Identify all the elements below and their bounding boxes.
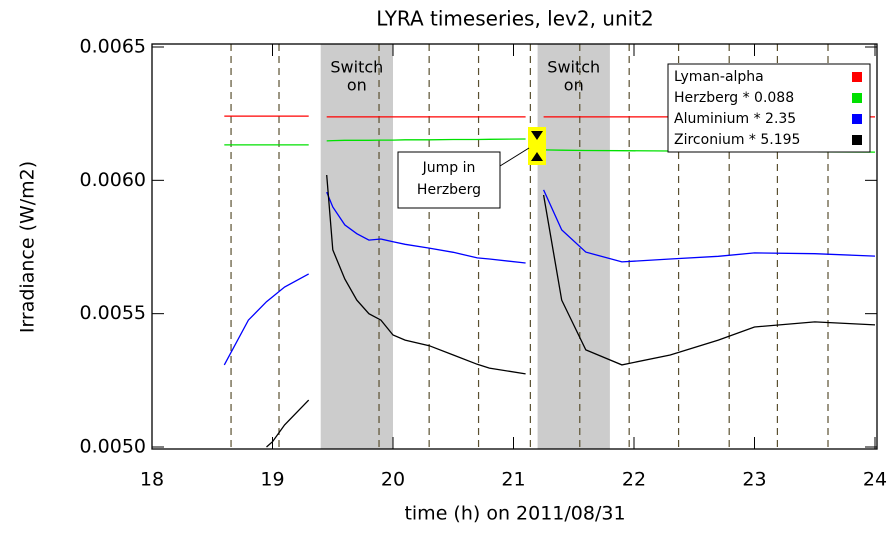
y-tick-label: 0.0050 xyxy=(80,436,146,458)
jump-marker xyxy=(528,127,546,165)
region-label: Switch xyxy=(330,58,383,77)
legend-label: Herzberg * 0.088 xyxy=(674,90,794,106)
legend-swatch xyxy=(852,114,862,124)
x-tick-label: 23 xyxy=(742,469,766,491)
annotation-pointer xyxy=(499,147,530,167)
x-axis-label: time (h) on 2011/08/31 xyxy=(404,503,625,525)
shaded-region xyxy=(537,44,610,449)
x-tick-label: 22 xyxy=(622,469,646,491)
jump-arrows xyxy=(531,131,543,161)
legend-label: Aluminium * 2.35 xyxy=(674,111,796,127)
x-tick-label: 24 xyxy=(863,469,887,491)
plot-frame xyxy=(151,43,878,450)
annotation-text: Jump in xyxy=(422,160,476,176)
legend-label: Zirconium * 5.195 xyxy=(674,132,800,148)
region-label: on xyxy=(564,76,584,95)
x-tick-label: 19 xyxy=(260,469,284,491)
region-label: on xyxy=(347,76,367,95)
x-tick-label: 18 xyxy=(140,469,164,491)
chart-title: LYRA timeseries, lev2, unit2 xyxy=(376,7,654,31)
x-tick-label: 21 xyxy=(501,469,525,491)
y-axis-label: Irradiance (W/m2) xyxy=(17,161,39,333)
region-label: Switch xyxy=(547,58,600,77)
legend-swatch xyxy=(852,135,862,145)
legend-label: Lyman-alpha xyxy=(674,69,764,85)
legend-swatch xyxy=(852,72,862,82)
y-tick-label: 0.0065 xyxy=(80,36,146,58)
series-line xyxy=(266,174,876,448)
y-tick-label: 0.0055 xyxy=(80,302,146,324)
legend-swatch xyxy=(852,93,862,103)
series-line xyxy=(223,189,876,366)
annotation-text: Herzberg xyxy=(417,182,481,198)
annotation-box xyxy=(397,151,501,209)
y-tick-label: 0.0060 xyxy=(80,169,146,191)
x-tick-label: 20 xyxy=(381,469,405,491)
legend-box xyxy=(667,63,871,153)
shaded-region xyxy=(320,44,393,449)
